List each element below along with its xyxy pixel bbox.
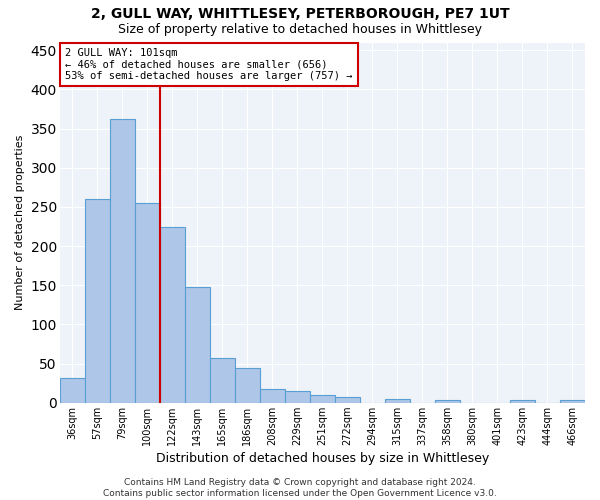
X-axis label: Distribution of detached houses by size in Whittlesey: Distribution of detached houses by size … bbox=[156, 452, 489, 465]
Bar bbox=[510, 400, 535, 403]
Bar bbox=[260, 388, 285, 403]
Text: Contains HM Land Registry data © Crown copyright and database right 2024.
Contai: Contains HM Land Registry data © Crown c… bbox=[103, 478, 497, 498]
Bar bbox=[435, 400, 460, 403]
Bar bbox=[285, 391, 310, 403]
Bar bbox=[135, 203, 160, 403]
Text: Size of property relative to detached houses in Whittlesey: Size of property relative to detached ho… bbox=[118, 22, 482, 36]
Y-axis label: Number of detached properties: Number of detached properties bbox=[15, 135, 25, 310]
Bar bbox=[560, 400, 585, 403]
Bar bbox=[60, 378, 85, 403]
Text: 2, GULL WAY, WHITTLESEY, PETERBOROUGH, PE7 1UT: 2, GULL WAY, WHITTLESEY, PETERBOROUGH, P… bbox=[91, 8, 509, 22]
Bar bbox=[85, 199, 110, 403]
Bar bbox=[185, 287, 210, 403]
Bar bbox=[160, 228, 185, 403]
Bar bbox=[210, 358, 235, 403]
Bar bbox=[110, 120, 135, 403]
Bar bbox=[235, 368, 260, 403]
Text: 2 GULL WAY: 101sqm
← 46% of detached houses are smaller (656)
53% of semi-detach: 2 GULL WAY: 101sqm ← 46% of detached hou… bbox=[65, 48, 352, 81]
Bar bbox=[385, 399, 410, 403]
Bar bbox=[310, 395, 335, 403]
Bar bbox=[335, 398, 360, 403]
